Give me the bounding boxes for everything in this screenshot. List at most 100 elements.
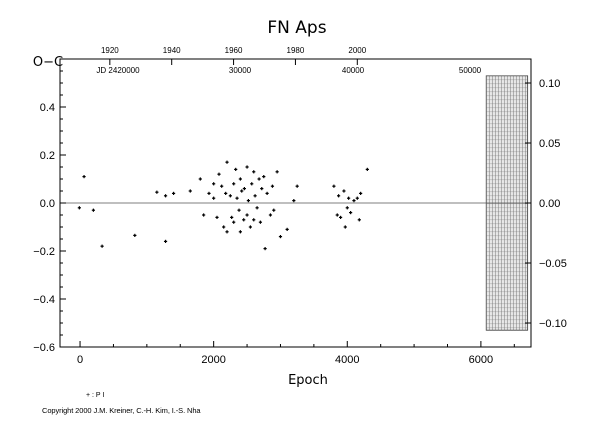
data-point	[246, 199, 250, 203]
data-point	[342, 189, 346, 193]
data-point	[234, 167, 238, 171]
data-point	[359, 191, 363, 195]
y-axis-label: O−C	[33, 55, 63, 70]
data-point	[217, 172, 221, 176]
y-tick-label: −0.2	[33, 246, 55, 258]
y-tick-label: −0.4	[33, 294, 55, 306]
data-point	[260, 187, 264, 191]
data-point	[212, 182, 216, 186]
data-point	[188, 189, 192, 193]
data-point	[232, 220, 236, 224]
y-tick-label: 0.4	[40, 102, 55, 114]
right-axis-ticks: −0.10 −0.05 0.00 0.05 0.10	[525, 78, 567, 330]
right-tick-label: −0.10	[539, 318, 567, 330]
data-point	[225, 230, 229, 234]
data-point	[237, 208, 241, 212]
data-point	[248, 225, 253, 229]
legend-entry: + : P I	[86, 392, 104, 399]
data-point	[336, 194, 341, 198]
data-point	[355, 196, 359, 200]
data-point	[220, 184, 224, 188]
data-point	[133, 233, 137, 237]
year-tick-label: 1920	[101, 46, 119, 55]
data-point	[278, 235, 283, 239]
data-point	[224, 191, 228, 195]
y-tick-label: 0.0	[40, 198, 55, 210]
top-axis-ticks: 1920 1940 1960 1980 2000 JD 2420000 30000 40000…	[96, 46, 481, 75]
data-point	[242, 187, 246, 191]
y-tick-label: −0.6	[33, 342, 55, 354]
data-point	[245, 165, 249, 169]
data-point	[292, 199, 296, 203]
data-point	[77, 206, 81, 210]
right-tick-label: 0.10	[539, 78, 560, 90]
data-point	[198, 177, 202, 181]
data-point	[245, 213, 249, 217]
data-point	[155, 190, 159, 194]
year-tick-label: 1940	[163, 46, 181, 55]
data-point	[272, 208, 276, 212]
data-point	[258, 220, 263, 224]
jd-tick-label: 50000	[459, 66, 482, 75]
year-tick-label: 1980	[287, 46, 305, 55]
data-point	[163, 194, 168, 198]
x-axis-ticks: 0 2000 4000 6000	[77, 341, 515, 366]
x-tick-label: 6000	[469, 354, 493, 366]
data-point	[349, 211, 353, 215]
data-point	[207, 191, 211, 195]
data-point	[82, 175, 86, 179]
data-point	[263, 247, 267, 251]
data-point	[252, 218, 256, 222]
data-point	[163, 239, 168, 243]
data-point	[357, 218, 361, 222]
data-point	[332, 184, 336, 188]
data-point	[338, 215, 343, 219]
data-point	[257, 177, 261, 181]
x-tick-label: 2000	[201, 354, 225, 366]
data-point	[100, 244, 104, 248]
data-point	[212, 196, 216, 200]
year-tick-label: 1960	[225, 46, 243, 55]
data-point	[230, 215, 234, 219]
right-tick-label: 0.05	[539, 138, 560, 150]
data-point	[365, 167, 369, 171]
y-axis-ticks: −0.6 −0.4 −0.2 0.0 0.2 0.4	[33, 58, 66, 354]
data-point	[215, 215, 219, 219]
data-point	[335, 213, 339, 217]
data-point	[228, 194, 232, 198]
data-point	[268, 213, 273, 217]
jd-tick-label: 40000	[342, 66, 365, 75]
chart-title: FN Aps	[267, 18, 326, 38]
data-point	[275, 170, 279, 174]
data-point	[171, 191, 176, 195]
data-point	[347, 196, 351, 200]
data-point	[345, 206, 349, 210]
right-tick-label: 0.00	[539, 198, 560, 210]
data-point	[235, 196, 239, 200]
jd-tick-label: JD 2420000	[96, 66, 140, 75]
data-point	[232, 182, 236, 186]
data-point	[225, 160, 229, 164]
x-tick-label: 4000	[335, 354, 359, 366]
data-point	[91, 208, 96, 212]
right-tick-label: −0.05	[539, 258, 567, 270]
data-point	[352, 199, 356, 203]
x-axis-label: Epoch	[288, 373, 328, 388]
data-point	[252, 170, 256, 174]
year-tick-label: 2000	[348, 46, 366, 55]
data-point	[238, 177, 242, 181]
data-point	[253, 194, 257, 198]
data-point	[265, 191, 269, 195]
data-point	[285, 227, 289, 231]
x-tick-label: 0	[77, 354, 83, 366]
data-point	[202, 213, 206, 217]
data-point	[343, 225, 347, 229]
jd-tick-label: 30000	[229, 66, 252, 75]
data-point	[262, 175, 266, 179]
data-point	[238, 230, 242, 234]
data-points	[77, 160, 369, 251]
data-point	[270, 184, 275, 188]
data-point	[240, 189, 244, 193]
y-tick-label: 0.2	[40, 150, 55, 162]
copyright-text: Copyright 2000 J.M. Kreiner, C.-H. Kim, …	[42, 406, 201, 415]
